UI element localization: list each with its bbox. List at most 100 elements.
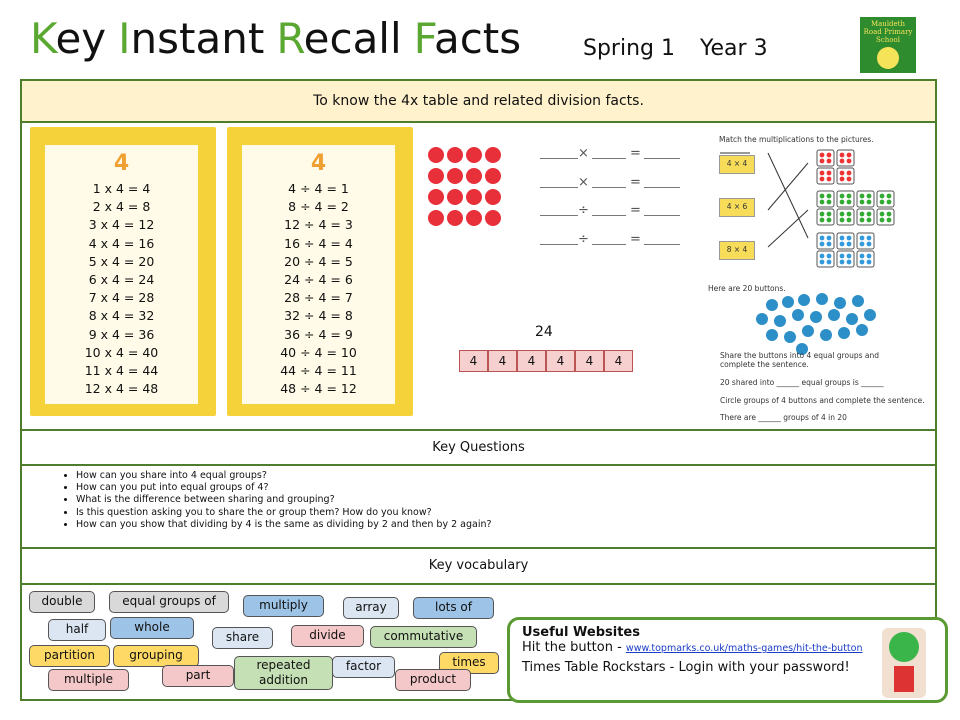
blank-line (540, 243, 578, 245)
die-dot (839, 241, 845, 247)
fact: 44 ÷ 4 = 11 (280, 363, 357, 379)
fact: 32 ÷ 4 = 8 (284, 308, 353, 324)
die-dot (846, 152, 852, 158)
vocab-word: lots of (413, 597, 494, 619)
die-dot (846, 211, 852, 217)
key-vocabulary-heading: Key vocabulary (20, 547, 937, 585)
vocab-word: part (162, 665, 234, 687)
die-dot (859, 253, 865, 259)
button (864, 309, 876, 321)
die-dot (886, 217, 892, 223)
fact: 4 ÷ 4 = 1 (288, 181, 349, 196)
die-dot (886, 211, 892, 217)
die-dot (866, 253, 872, 259)
bar-part: 4 (604, 350, 633, 372)
bar-part: 4 (517, 350, 546, 372)
title-word: Instant (118, 14, 265, 63)
die-dot (839, 170, 845, 176)
die (836, 149, 855, 167)
die-dot (819, 211, 825, 217)
die-dot (819, 241, 825, 247)
objective: To know the 4x table and related divisio… (20, 79, 937, 123)
vocab-word: partition (29, 645, 110, 667)
ws-text: Here are 20 buttons. (708, 284, 786, 293)
die-dot (859, 241, 865, 247)
die (836, 167, 855, 185)
button (846, 313, 858, 325)
blank-operator: × (578, 174, 589, 190)
bar-part: 4 (575, 350, 604, 372)
die-dot (826, 235, 832, 241)
vocab-word: equal groups of (109, 591, 229, 613)
key-questions-heading: Key Questions (20, 429, 937, 466)
title-word: Facts (413, 14, 522, 63)
vocab-word: multiply (243, 595, 324, 617)
fact: 24 ÷ 4 = 6 (284, 272, 353, 288)
die-dot (826, 193, 832, 199)
blank-line (540, 158, 578, 159)
fact: 12 ÷ 4 = 3 (284, 217, 353, 233)
die-dot (846, 235, 852, 241)
key-question: What is the difference between sharing a… (76, 494, 492, 506)
website-link[interactable]: www.topmarks.co.uk/maths-games/hit-the-b… (625, 643, 863, 654)
die-dot (866, 235, 872, 241)
vocab-word: whole (110, 617, 194, 639)
match-label: 4 × 6 (719, 198, 755, 217)
blank-line (592, 215, 626, 216)
die-dot (839, 152, 845, 158)
rockstar-picture (882, 628, 926, 698)
die-dot (886, 199, 892, 205)
button (852, 295, 864, 307)
array-dot (466, 210, 482, 226)
button (796, 343, 808, 355)
die-dot (826, 170, 832, 176)
vocab-word: times (439, 652, 499, 674)
title-word: Key (30, 14, 107, 63)
blank-equals: = (630, 203, 641, 218)
die-dot (879, 217, 885, 223)
vocab-word: factor (332, 656, 395, 678)
array-dot (447, 189, 463, 205)
button (798, 294, 810, 306)
division-card: 4 4 ÷ 4 = 1 8 ÷ 4 = 2 12 ÷ 4 = 3 16 ÷ 4 = 4 2… (227, 127, 413, 416)
die-dot (866, 211, 872, 217)
array-dot (466, 147, 482, 163)
die-dot (819, 235, 825, 241)
die-dot (826, 211, 832, 217)
die-dot (819, 199, 825, 205)
die-dot (826, 241, 832, 247)
fact: 48 ÷ 4 = 12 (280, 381, 357, 397)
die-dot (846, 158, 852, 164)
array-dot (466, 189, 482, 205)
fact: 12 x 4 = 48 (84, 381, 159, 397)
array-dot (485, 210, 501, 226)
die-dot (826, 152, 832, 158)
fact: 6 x 4 = 24 (88, 272, 155, 288)
key-question: How can you put into equal groups of 4? (76, 482, 492, 494)
vocab-word: double (29, 591, 95, 613)
blank-line (644, 186, 680, 188)
fact: 28 ÷ 4 = 7 (284, 290, 353, 306)
die-dot (879, 211, 885, 217)
die-dot (826, 176, 832, 182)
array-dot (485, 189, 501, 205)
vocab-word: half (48, 619, 106, 641)
blank-line (592, 243, 626, 245)
blank-equals: = (630, 174, 641, 190)
blank-equals: = (630, 231, 641, 247)
die-dot (819, 253, 825, 259)
school-logo: Mauldeth Road Primary School (860, 17, 916, 73)
die (856, 250, 875, 268)
array-dot (466, 168, 482, 184)
button (820, 329, 832, 341)
die-dot (866, 259, 872, 265)
blank-line (592, 186, 626, 188)
die-dot (819, 217, 825, 223)
array-dot (485, 147, 501, 163)
ws-text: Match the multiplications to the picture… (719, 135, 874, 144)
blank-operator: ÷ (578, 203, 589, 218)
die (816, 250, 835, 268)
die-dot (859, 199, 865, 205)
button (810, 311, 822, 323)
button (838, 327, 850, 339)
